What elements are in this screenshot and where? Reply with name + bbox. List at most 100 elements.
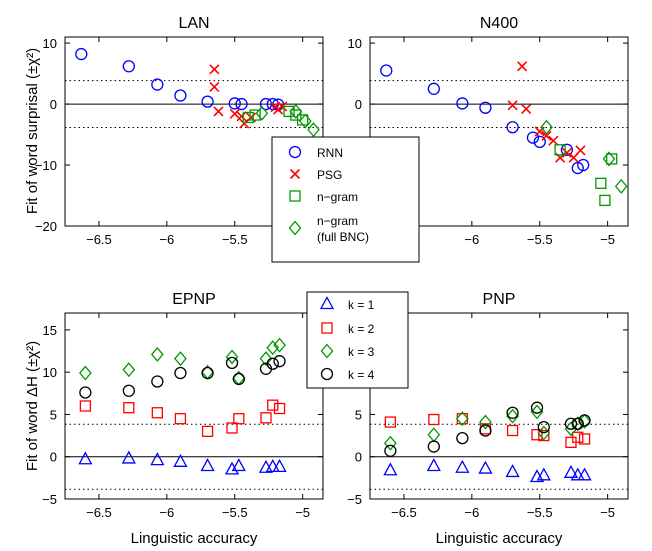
legend-bottom xyxy=(306,291,409,389)
panel-epnp xyxy=(64,312,324,500)
data-point xyxy=(427,440,440,453)
y-tick-label: 10 xyxy=(43,365,57,380)
data-point xyxy=(273,355,286,368)
data-point xyxy=(531,429,543,441)
data-point xyxy=(521,103,532,115)
legend-marker xyxy=(289,190,301,202)
data-point xyxy=(571,416,585,432)
y-tick-label: −5 xyxy=(42,492,57,507)
data-point xyxy=(505,464,520,478)
data-point xyxy=(571,417,584,430)
data-point xyxy=(213,106,224,117)
x-tick-label: −5.5 xyxy=(527,232,553,247)
legend-label: PSG xyxy=(317,168,342,182)
data-point xyxy=(273,337,286,353)
data-point xyxy=(121,450,136,464)
legend-label: k = 1 xyxy=(348,298,375,312)
legend-marker xyxy=(320,343,334,359)
data-point xyxy=(599,194,611,207)
axes-frame xyxy=(64,312,324,500)
data-point xyxy=(283,105,295,118)
x-tick-label: −6 xyxy=(159,505,174,520)
y-tick-label: 15 xyxy=(43,323,57,338)
data-point xyxy=(456,97,469,110)
x-tick-label: −6 xyxy=(464,232,479,247)
legend-label: n−gram xyxy=(317,214,358,228)
axes-frame xyxy=(369,36,629,227)
data-point xyxy=(506,424,519,437)
y-tick-label: 0 xyxy=(355,97,362,112)
data-point xyxy=(577,467,592,481)
data-point xyxy=(231,458,246,472)
data-point xyxy=(266,357,279,370)
data-point xyxy=(122,60,135,73)
x-tick-label: −5.5 xyxy=(222,232,248,247)
data-point xyxy=(174,413,187,425)
data-point xyxy=(541,130,552,141)
data-point xyxy=(526,131,540,144)
data-point xyxy=(79,400,92,412)
data-point xyxy=(554,144,566,156)
legend-label: (full BNC) xyxy=(317,230,369,244)
data-point xyxy=(540,119,553,135)
panel-title: PNP xyxy=(483,291,516,308)
data-point xyxy=(384,416,397,428)
data-point xyxy=(536,467,551,481)
data-point xyxy=(151,407,163,419)
legend-marker xyxy=(288,220,302,236)
data-point xyxy=(578,414,591,427)
data-point xyxy=(249,109,261,121)
data-point xyxy=(307,122,320,138)
data-point xyxy=(150,452,165,466)
data-point xyxy=(174,351,187,367)
data-point xyxy=(426,458,441,472)
x-axis-label: Linguistic accuracy xyxy=(436,530,563,547)
panel-title: EPNP xyxy=(172,291,216,308)
data-point xyxy=(506,121,519,134)
y-tick-label: 10 xyxy=(348,36,362,51)
data-point xyxy=(538,429,550,442)
data-point xyxy=(151,375,164,388)
y-tick-label: 5 xyxy=(355,407,362,422)
axes-frame xyxy=(369,312,629,500)
data-point xyxy=(548,135,559,146)
y-tick-label: 0 xyxy=(355,450,362,465)
data-point xyxy=(479,424,492,437)
data-point xyxy=(79,386,92,399)
data-point xyxy=(174,89,187,102)
data-point xyxy=(273,402,286,415)
data-point xyxy=(200,458,215,472)
x-axis-label: Linguistic accuracy xyxy=(131,530,258,547)
data-point xyxy=(260,412,272,424)
legend-marker xyxy=(289,168,301,180)
data-point xyxy=(242,111,254,124)
data-point xyxy=(479,101,492,114)
data-point xyxy=(606,153,618,165)
y-axis-label: Fit of word surprisal (±χ²) xyxy=(24,48,41,214)
panel-title: LAN xyxy=(178,15,209,32)
data-point xyxy=(455,411,469,427)
x-tick-label: −6 xyxy=(159,232,174,247)
legend-label: k = 4 xyxy=(348,368,375,382)
data-point xyxy=(255,105,269,121)
panel-n400 xyxy=(369,36,629,227)
data-point xyxy=(478,460,493,474)
data-point xyxy=(384,435,397,451)
data-point xyxy=(266,340,280,356)
data-point xyxy=(537,420,550,434)
data-point xyxy=(259,351,273,367)
y-tick-label: 0 xyxy=(50,97,57,112)
data-point xyxy=(533,135,546,149)
data-point xyxy=(572,431,584,443)
axes-frame xyxy=(64,36,324,227)
data-point xyxy=(233,413,245,425)
data-point xyxy=(258,459,274,473)
data-point xyxy=(225,356,239,370)
data-point xyxy=(173,453,188,467)
data-point xyxy=(575,145,586,156)
x-tick-label: −5.5 xyxy=(527,505,553,520)
x-tick-label: −6.5 xyxy=(86,505,112,520)
x-tick-label: −6.5 xyxy=(391,505,417,520)
legend-label: n−gram xyxy=(317,190,358,204)
data-point xyxy=(122,384,135,397)
